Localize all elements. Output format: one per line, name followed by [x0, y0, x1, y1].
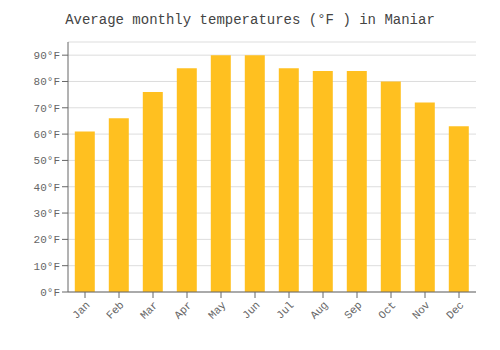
svg-text:Jul: Jul — [274, 299, 296, 321]
svg-text:Sep: Sep — [342, 299, 364, 321]
svg-text:Dec: Dec — [444, 299, 466, 321]
svg-text:0°F: 0°F — [40, 287, 60, 299]
svg-text:90°F: 90°F — [34, 50, 60, 62]
svg-text:Aug: Aug — [308, 299, 330, 321]
svg-text:Oct: Oct — [376, 299, 398, 321]
svg-text:80°F: 80°F — [34, 76, 60, 88]
html-text:Average monthly temperatures (: Average monthly temperatures (°F ) in Ma… — [65, 12, 435, 28]
svg-text:Jun: Jun — [240, 299, 262, 321]
svg-text:20°F: 20°F — [34, 234, 60, 246]
svg-text:10°F: 10°F — [34, 261, 60, 273]
svg-text:Apr: Apr — [172, 299, 194, 321]
svg-text:40°F: 40°F — [34, 182, 60, 194]
svg-text:30°F: 30°F — [34, 208, 60, 220]
svg-text:Feb: Feb — [104, 299, 126, 321]
svg-text:50°F: 50°F — [34, 155, 60, 167]
svg-text:60°F: 60°F — [34, 129, 60, 141]
svg-text:May: May — [206, 299, 229, 322]
svg-text:Mar: Mar — [138, 299, 160, 321]
svg-text:70°F: 70°F — [34, 103, 60, 115]
svg-text:Nov: Nov — [410, 299, 433, 322]
svg-text:Jan: Jan — [70, 299, 92, 321]
